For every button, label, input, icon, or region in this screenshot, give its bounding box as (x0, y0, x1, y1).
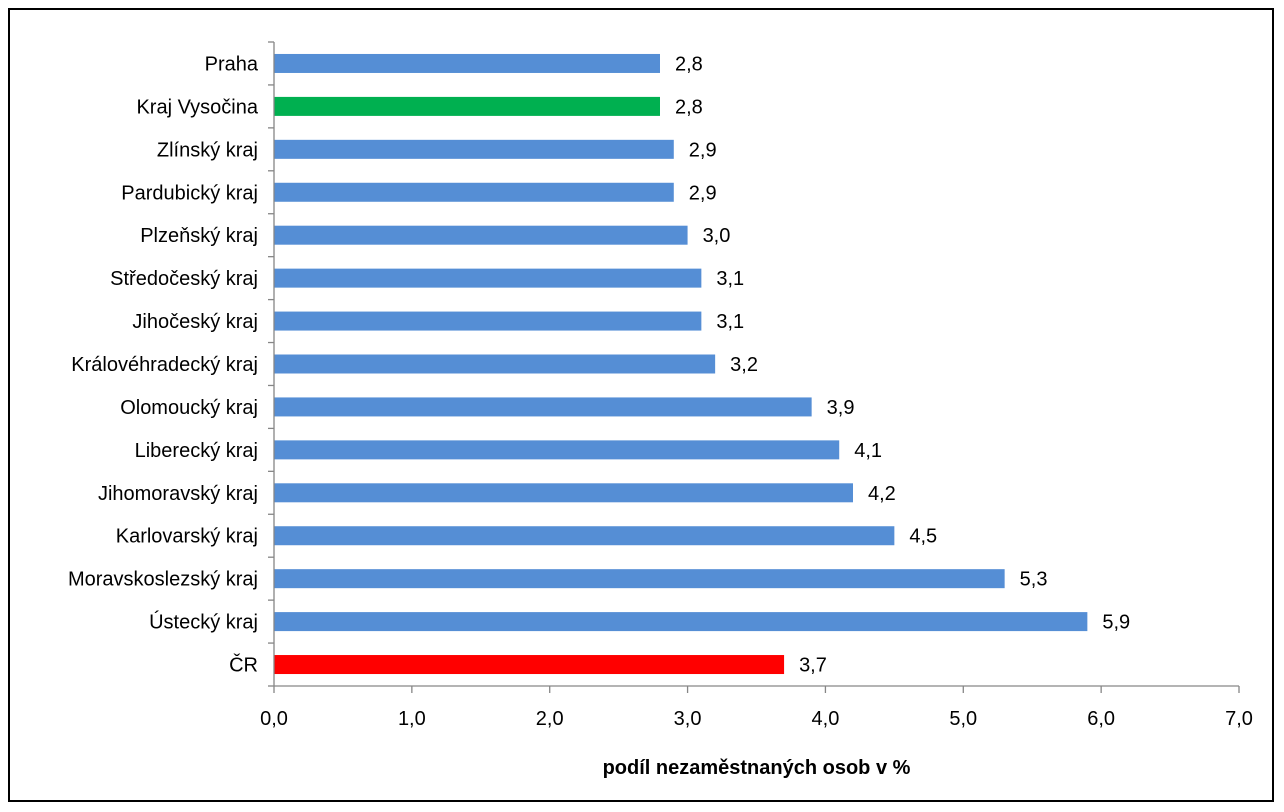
data-label: 3,9 (827, 397, 855, 419)
bar-6 (274, 268, 702, 288)
x-tick-label: 7,0 (1225, 708, 1253, 730)
bar-9 (274, 397, 812, 417)
category-label: Pardubický kraj (121, 182, 258, 204)
data-label: 2,8 (675, 96, 703, 118)
bar-4 (274, 182, 674, 202)
bar-13 (274, 569, 1005, 589)
bar-14 (274, 612, 1088, 632)
bar-3 (274, 139, 674, 159)
axes-layer (268, 41, 1240, 693)
bar-8 (274, 354, 716, 374)
labels-layer: Praha 2,8 Kraj Vysočina 2,8 Zlínský kraj 2,9 P… (68, 53, 1253, 730)
category-label: Zlínský kraj (157, 139, 258, 161)
data-label: 3,1 (716, 311, 744, 333)
category-label: Ústecký kraj (149, 611, 258, 634)
category-label: Praha (205, 53, 259, 75)
x-tick-label: 4,0 (812, 708, 840, 730)
bar-5 (274, 225, 688, 245)
bar-12 (274, 526, 895, 546)
category-label: Liberecký kraj (135, 440, 258, 462)
bar-15 (274, 655, 785, 675)
x-tick-label: 0,0 (260, 708, 288, 730)
data-label: 3,0 (703, 225, 731, 247)
data-label: 3,2 (730, 354, 758, 376)
data-label: 5,9 (1102, 612, 1130, 634)
x-tick-label: 1,0 (398, 708, 426, 730)
bar-2 (274, 96, 660, 116)
x-tick-label: 2,0 (536, 708, 564, 730)
data-label: 4,5 (909, 526, 937, 548)
data-label: 3,7 (799, 655, 827, 677)
chart-frame: Praha 2,8 Kraj Vysočina 2,8 Zlínský kraj 2,9 P… (8, 8, 1274, 802)
data-label: 4,1 (854, 440, 882, 462)
category-label: Kraj Vysočina (136, 96, 258, 118)
bars-layer (274, 53, 1088, 675)
x-tick-label: 6,0 (1087, 708, 1115, 730)
data-label: 2,9 (689, 139, 717, 161)
bar-7 (274, 311, 702, 331)
data-label: 2,8 (675, 53, 703, 75)
bar-11 (274, 483, 853, 503)
category-label: ČR (229, 654, 258, 677)
bar-chart: Praha 2,8 Kraj Vysočina 2,8 Zlínský kraj 2,9 P… (68, 41, 1253, 779)
data-label: 3,1 (716, 268, 744, 290)
bar-10 (274, 440, 840, 460)
category-label: Olomoucký kraj (120, 397, 258, 419)
data-label: 5,3 (1020, 569, 1048, 591)
category-label: Karlovarský kraj (116, 526, 258, 548)
category-label: Moravskoslezský kraj (68, 569, 258, 591)
category-label: Jihočeský kraj (132, 311, 258, 333)
bar-1 (274, 53, 660, 73)
category-label: Plzeňský kraj (140, 225, 258, 247)
data-label: 2,9 (689, 182, 717, 204)
x-tick-label: 5,0 (949, 708, 977, 730)
data-label: 4,2 (868, 483, 896, 505)
category-label: Jihomoravský kraj (98, 483, 258, 505)
category-label: Středočeský kraj (110, 268, 258, 290)
category-label: Královéhradecký kraj (71, 354, 258, 376)
x-tick-label: 3,0 (674, 708, 702, 730)
x-axis-title: podíl nezaměstnaných osob v % (603, 757, 911, 779)
